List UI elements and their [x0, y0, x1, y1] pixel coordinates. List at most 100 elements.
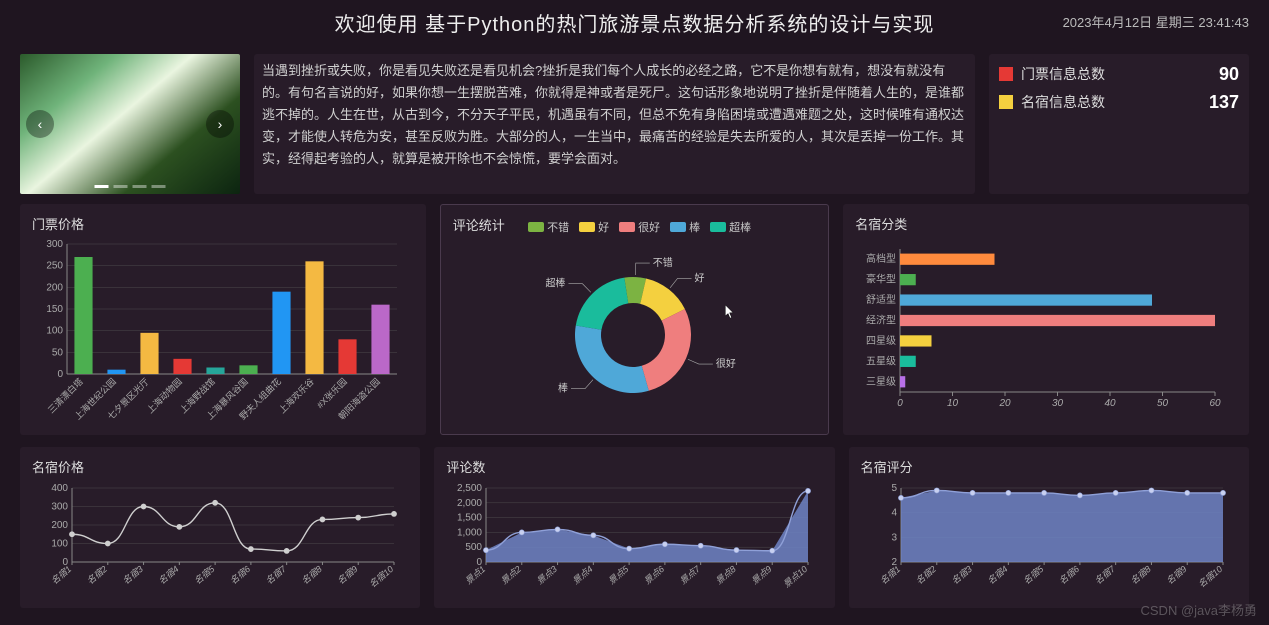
stat-value: 90 [1219, 64, 1239, 85]
stat-row: 门票信息总数 90 [999, 62, 1239, 86]
comment-pie-chart: 评论统计 不错好很好棒超棒 不错好很好棒超棒 [440, 204, 830, 435]
chart-title: 名宿分类 [855, 214, 1237, 233]
svg-text:100: 100 [46, 326, 63, 337]
svg-text:4: 4 [891, 508, 897, 519]
svg-text:300: 300 [46, 239, 63, 250]
svg-text:豪华型: 豪华型 [866, 273, 896, 286]
legend-item: 好 [579, 219, 609, 235]
svg-text:经济型: 经济型 [866, 314, 896, 327]
svg-text:名宿8: 名宿8 [300, 564, 324, 586]
svg-text:2,000: 2,000 [457, 498, 482, 509]
intro-text-panel: 当遇到挫折或失败，你是看见失败还是看见机会?挫折是我们每个人成长的必经之路，它不… [254, 54, 975, 194]
svg-text:名宿3: 名宿3 [121, 564, 145, 586]
svg-text:100: 100 [51, 539, 68, 550]
chart-title: 名宿价格 [32, 457, 408, 476]
svg-text:名宿2: 名宿2 [914, 564, 938, 586]
svg-text:名宿5: 名宿5 [1021, 563, 1046, 586]
hotel-rating-area-chart: 名宿评分 2345名宿1名宿2名宿3名宿4名宿5名宿6名宿7名宿8名宿9名宿10 [849, 447, 1249, 608]
legend-item: 棒 [670, 219, 700, 235]
svg-text:150: 150 [46, 304, 63, 315]
header: 欢迎使用 基于Python的热门旅游景点数据分析系统的设计与实现 2023年4月… [0, 0, 1269, 44]
stat-row: 名宿信息总数 137 [999, 90, 1239, 114]
svg-text:名宿6: 名宿6 [228, 564, 252, 586]
svg-text:30: 30 [1052, 398, 1064, 409]
svg-text:景点8: 景点8 [714, 564, 738, 586]
svg-text:250: 250 [46, 261, 63, 272]
svg-text:500: 500 [466, 542, 483, 553]
svg-text:50: 50 [52, 347, 64, 358]
stat-label: 门票信息总数 [1021, 64, 1219, 84]
svg-text:不错: 不错 [652, 256, 672, 269]
svg-text:名宿4: 名宿4 [985, 564, 1009, 586]
svg-text:好: 好 [694, 272, 704, 284]
svg-text:名宿8: 名宿8 [1128, 564, 1152, 586]
stat-label: 名宿信息总数 [1021, 92, 1209, 112]
chart-title: 评论数 [446, 457, 822, 476]
chart-title: 门票价格 [32, 214, 414, 233]
svg-text:名宿5: 名宿5 [192, 563, 217, 586]
svg-text:50: 50 [1157, 398, 1169, 409]
pie-legend: 不错好很好棒超棒 [528, 219, 751, 235]
svg-text:名宿10: 名宿10 [1196, 564, 1224, 590]
svg-text:超棒: 超棒 [545, 277, 565, 290]
svg-text:1,000: 1,000 [457, 527, 482, 538]
svg-text:名宿1: 名宿1 [49, 564, 73, 586]
page-title: 欢迎使用 基于Python的热门旅游景点数据分析系统的设计与实现 [335, 8, 935, 37]
svg-text:5: 5 [891, 483, 897, 494]
svg-text:2,500: 2,500 [457, 483, 482, 494]
hotel-type-chart: 名宿分类 0102030405060高档型豪华型舒适型经济型四星级五星级三星级 [843, 204, 1249, 435]
svg-text:景点4: 景点4 [571, 564, 595, 586]
svg-text:景点9: 景点9 [750, 564, 774, 586]
svg-text:60: 60 [1210, 398, 1222, 409]
svg-text:名宿9: 名宿9 [1164, 564, 1188, 586]
svg-text:三星级: 三星级 [866, 376, 896, 388]
carousel[interactable]: ‹ › [20, 54, 240, 194]
svg-text:景点2: 景点2 [499, 564, 523, 586]
svg-text:20: 20 [999, 398, 1012, 409]
svg-text:景点1: 景点1 [464, 564, 488, 586]
carousel-dots[interactable] [95, 185, 166, 188]
legend-item: 不错 [528, 219, 569, 235]
svg-text:名宿9: 名宿9 [335, 564, 359, 586]
svg-text:景点5: 景点5 [607, 563, 632, 586]
svg-text:0: 0 [897, 398, 903, 409]
svg-text:名宿3: 名宿3 [949, 564, 973, 586]
svg-text:10: 10 [947, 398, 959, 409]
svg-text:上海欢乐谷: 上海欢乐谷 [276, 376, 316, 416]
mid-row: 门票价格 050100150200250300三清漂白塔上海世纪公园七夕景区光厅… [0, 198, 1269, 441]
svg-text:400: 400 [51, 483, 68, 494]
stats-panel: 门票信息总数 90 名宿信息总数 137 [989, 54, 1249, 194]
svg-text:景点6: 景点6 [642, 564, 666, 586]
svg-text:四星级: 四星级 [866, 335, 896, 347]
legend-item: 很好 [619, 219, 660, 235]
svg-text:高档型: 高档型 [866, 252, 896, 265]
svg-text:#X张乐园: #X张乐园 [314, 376, 349, 411]
datetime-label: 2023年4月12日 星期三 23:41:43 [1063, 12, 1249, 31]
svg-text:3: 3 [891, 532, 897, 543]
comment-count-area-chart: 评论数 05001,0001,5002,0002,500景点1景点2景点3景点4… [434, 447, 834, 608]
carousel-next-icon[interactable]: › [206, 110, 234, 138]
svg-text:200: 200 [51, 520, 68, 531]
carousel-prev-icon[interactable]: ‹ [26, 110, 54, 138]
svg-text:名宿4: 名宿4 [157, 564, 181, 586]
stat-color-block [999, 67, 1013, 81]
intro-text: 当遇到挫折或失败，你是看见失败还是看见机会?挫折是我们每个人成长的必经之路，它不… [262, 60, 967, 170]
svg-text:景点3: 景点3 [535, 564, 559, 586]
svg-text:名宿7: 名宿7 [264, 563, 289, 586]
svg-text:名宿1: 名宿1 [878, 564, 902, 586]
svg-text:名宿7: 名宿7 [1093, 563, 1118, 586]
svg-text:1,500: 1,500 [457, 513, 482, 524]
svg-text:景点7: 景点7 [678, 563, 703, 586]
chart-title: 评论统计 [453, 215, 505, 234]
stat-color-block [999, 95, 1013, 109]
bot-row: 名宿价格 0100200300400名宿1名宿2名宿3名宿4名宿5名宿6名宿7名… [0, 441, 1269, 614]
svg-text:名宿6: 名宿6 [1057, 564, 1081, 586]
stat-value: 137 [1209, 92, 1239, 113]
svg-text:很好: 很好 [716, 357, 736, 370]
svg-text:名宿2: 名宿2 [85, 564, 109, 586]
svg-text:0: 0 [57, 369, 63, 380]
svg-text:舒适型: 舒适型 [866, 293, 896, 306]
svg-text:景点10: 景点10 [782, 564, 810, 590]
svg-text:40: 40 [1105, 398, 1117, 409]
ticket-price-chart: 门票价格 050100150200250300三清漂白塔上海世纪公园七夕景区光厅… [20, 204, 426, 435]
